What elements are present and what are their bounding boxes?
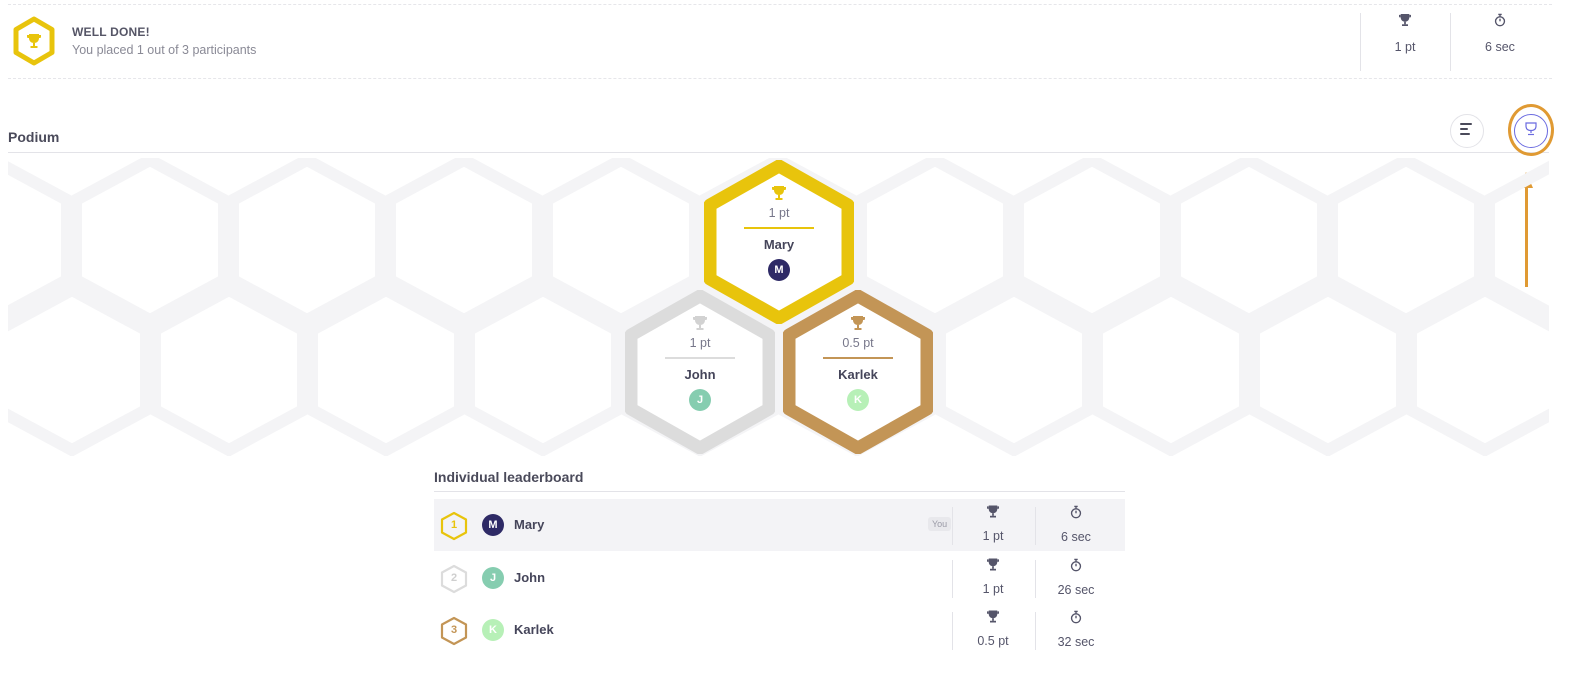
result-title: WELL DONE!	[72, 25, 150, 39]
list-view-icon	[1460, 122, 1474, 140]
result-subtitle: You placed 1 out of 3 participants	[72, 43, 257, 57]
annotation-arrow	[1525, 186, 1528, 287]
avatar: J	[482, 567, 504, 589]
summary-time: 6 sec	[1455, 13, 1545, 71]
leaderboard-row[interactable]: 3 K Karlek 0.5 pt 32 sec	[434, 604, 1125, 656]
podium-rule	[665, 357, 735, 359]
avatar: K	[482, 619, 504, 641]
cell-separator	[1035, 560, 1036, 598]
podium-name: John	[684, 367, 716, 382]
time-cell: 26 sec	[1035, 558, 1117, 597]
summary-points-value: 1 pt	[1394, 40, 1416, 54]
trophy-icon	[772, 186, 786, 205]
summary-bottom-divider	[8, 78, 1552, 79]
rank-badge: 2	[440, 564, 468, 594]
trophy-badge-icon	[12, 16, 56, 71]
avatar: M	[482, 514, 504, 536]
summary-time-value: 6 sec	[1485, 40, 1515, 54]
top-divider	[8, 4, 1552, 5]
stopwatch-icon	[1070, 610, 1082, 628]
podium-third-place: 0.5 pt Karlek K	[783, 290, 933, 454]
trophy-icon	[693, 316, 707, 335]
cell-separator	[952, 612, 953, 650]
podium-title: Podium	[8, 129, 60, 145]
trophy-icon	[851, 316, 865, 335]
podium-name: Karlek	[838, 367, 878, 382]
trophy-icon	[987, 505, 999, 522]
trophy-icon	[1399, 13, 1411, 32]
time-cell: 32 sec	[1035, 610, 1117, 649]
participant-name: Karlek	[514, 622, 554, 637]
trophy-icon	[987, 558, 999, 575]
result-summary: WELL DONE! You placed 1 out of 3 partici…	[8, 5, 1552, 79]
avatar: K	[847, 389, 869, 411]
trophy-icon	[987, 610, 999, 627]
participant-name: Mary	[514, 517, 545, 532]
time-cell: 6 sec	[1035, 505, 1117, 544]
podium-points: 1 pt	[689, 336, 711, 350]
summary-separator	[1450, 13, 1451, 71]
you-badge: You	[928, 517, 952, 531]
podium-divider	[8, 152, 1549, 153]
summary-points: 1 pt	[1360, 13, 1450, 71]
participant-name: John	[514, 570, 546, 585]
podium-second-place: 1 pt John J	[625, 290, 775, 454]
leaderboard-divider	[434, 491, 1125, 492]
annotation-highlight-circle	[1508, 104, 1554, 156]
stopwatch-icon	[1070, 505, 1082, 523]
rank-badge: 1	[440, 511, 468, 541]
points-cell: 1 pt	[952, 505, 1034, 543]
podium-first-place: 1 pt Mary M	[704, 160, 854, 324]
podium-points: 1 pt	[768, 206, 790, 220]
avatar: M	[768, 259, 790, 281]
leaderboard-row[interactable]: 2 J John 1 pt 26 sec	[434, 552, 1125, 604]
stopwatch-icon	[1070, 558, 1082, 576]
stopwatch-icon	[1494, 13, 1506, 32]
points-cell: 1 pt	[952, 558, 1034, 596]
cell-separator	[952, 560, 953, 598]
cell-separator	[1035, 612, 1036, 650]
podium-name: Mary	[763, 237, 795, 252]
cell-separator	[952, 507, 953, 545]
podium-rule	[744, 227, 814, 229]
rank-badge: 3	[440, 616, 468, 646]
list-view-button[interactable]	[1450, 114, 1484, 148]
points-cell: 0.5 pt	[952, 610, 1034, 648]
avatar: J	[689, 389, 711, 411]
leaderboard-row[interactable]: 1 M Mary You 1 pt 6 sec	[434, 499, 1125, 551]
podium-points: 0.5 pt	[842, 336, 874, 350]
cell-separator	[1035, 507, 1036, 545]
summary-separator	[1360, 13, 1361, 71]
leaderboard-title: Individual leaderboard	[434, 469, 584, 485]
podium-rule	[823, 357, 893, 359]
